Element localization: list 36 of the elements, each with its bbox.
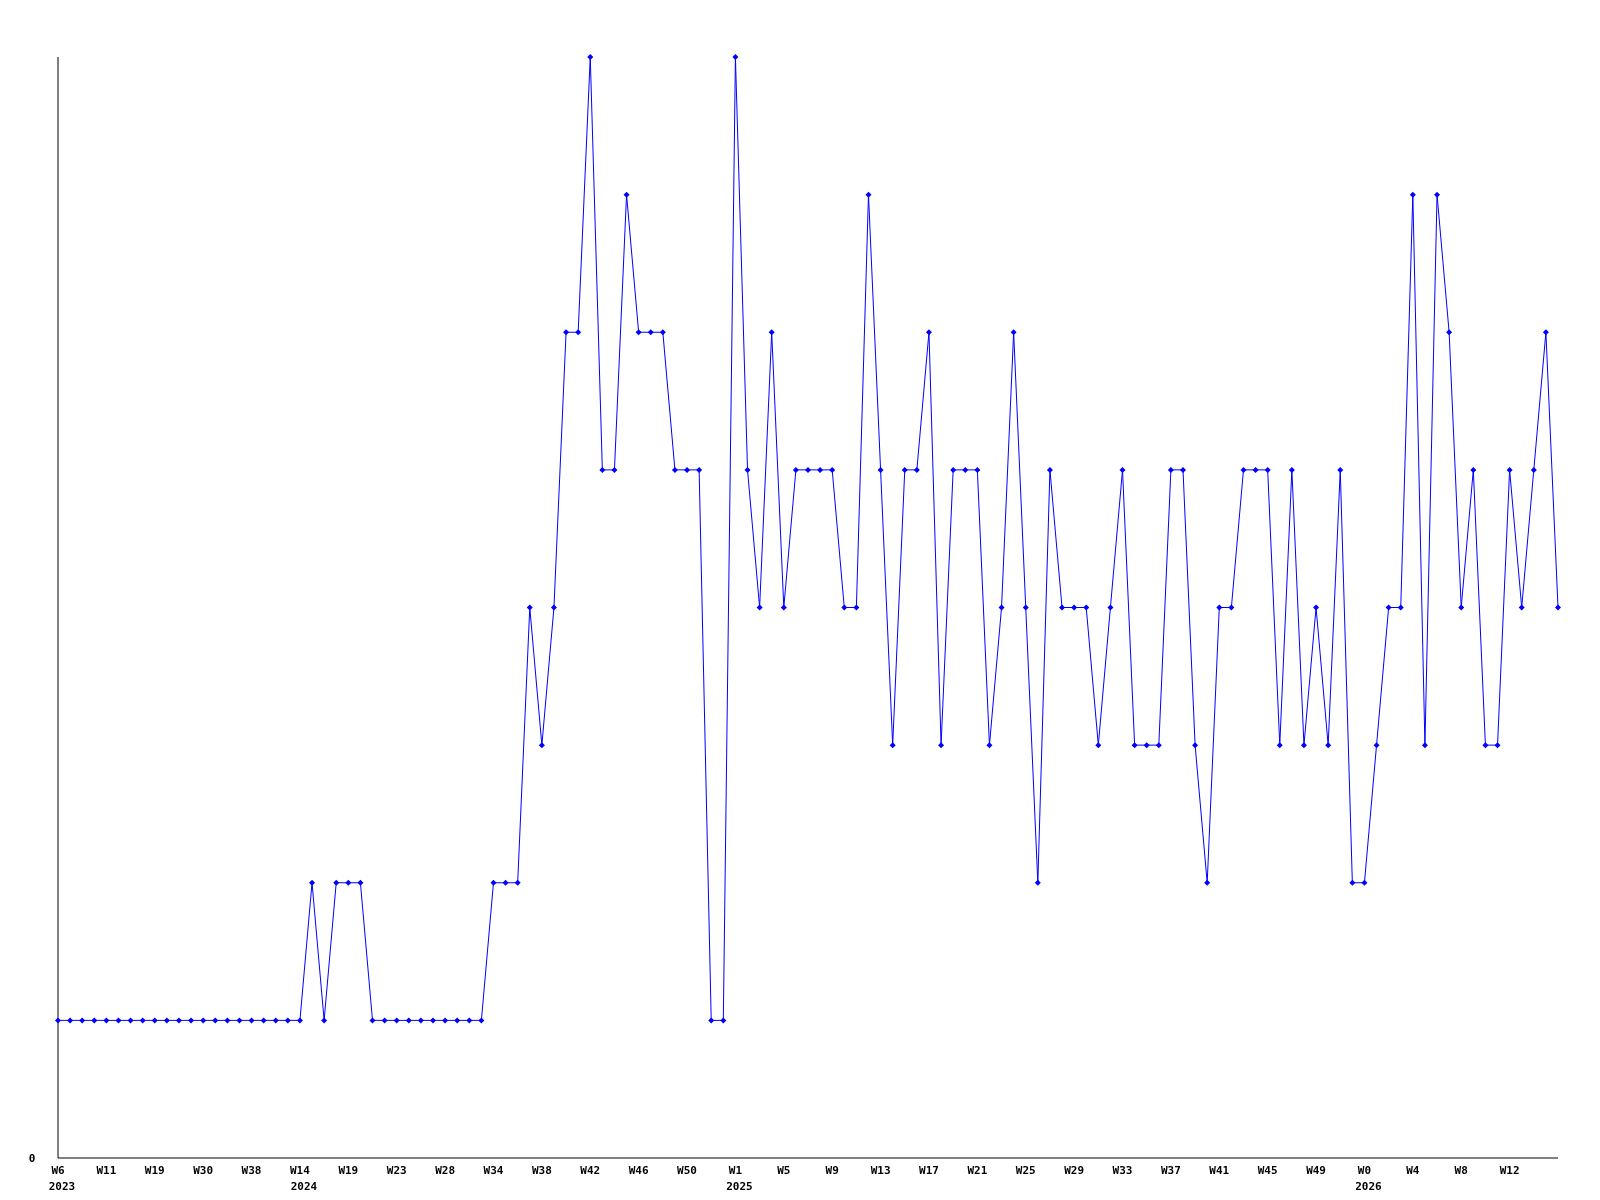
- x-tick-label: W0: [1357, 1164, 1372, 1177]
- text: 2024: [290, 1180, 318, 1193]
- x-tick-label: W12: [1499, 1164, 1520, 1177]
- x-tick-label: W30: [193, 1164, 214, 1177]
- x-tick-label: W9: [825, 1164, 839, 1177]
- x-tick-label: W49: [1306, 1164, 1326, 1177]
- x-tick-label: W19: [144, 1164, 165, 1177]
- x-tick-label: W29: [1064, 1164, 1085, 1177]
- x-tick-label: W6: [51, 1164, 65, 1177]
- x-tick-label: W46: [628, 1164, 649, 1177]
- text: 0: [28, 1152, 36, 1165]
- x-tick-label: W38: [531, 1164, 552, 1177]
- x-tick-label: W42: [580, 1164, 601, 1177]
- x-tick-label: W50: [677, 1164, 697, 1177]
- x-tick-label: W38: [241, 1164, 262, 1177]
- x-tick-label: W28: [435, 1164, 456, 1177]
- x-tick-label: W33: [1112, 1164, 1133, 1177]
- text: 2023: [48, 1180, 76, 1193]
- x-tick-label: W45: [1257, 1164, 1278, 1177]
- x-tick-label: W11: [96, 1164, 117, 1177]
- x-tick-label: W4: [1406, 1164, 1420, 1177]
- x-tick-label: W17: [919, 1164, 939, 1177]
- x-tick-label: W41: [1209, 1164, 1230, 1177]
- x-tick-label: W14: [290, 1164, 311, 1177]
- x-tick-label: W37: [1160, 1164, 1181, 1177]
- x-tick-label: W19: [338, 1164, 359, 1177]
- x-tick-label: W13: [870, 1164, 891, 1177]
- text: 2025: [726, 1180, 753, 1193]
- x-tick-label: W8: [1454, 1164, 1468, 1177]
- x-tick-label: W25: [1015, 1164, 1036, 1177]
- x-tick-label: W21: [967, 1164, 988, 1177]
- x-tick-label: W23: [386, 1164, 407, 1177]
- x-tick-label: W34: [483, 1164, 504, 1177]
- x-tick-label: W1: [728, 1164, 743, 1177]
- text: 2026: [1355, 1180, 1383, 1193]
- x-tick-label: W5: [777, 1164, 791, 1177]
